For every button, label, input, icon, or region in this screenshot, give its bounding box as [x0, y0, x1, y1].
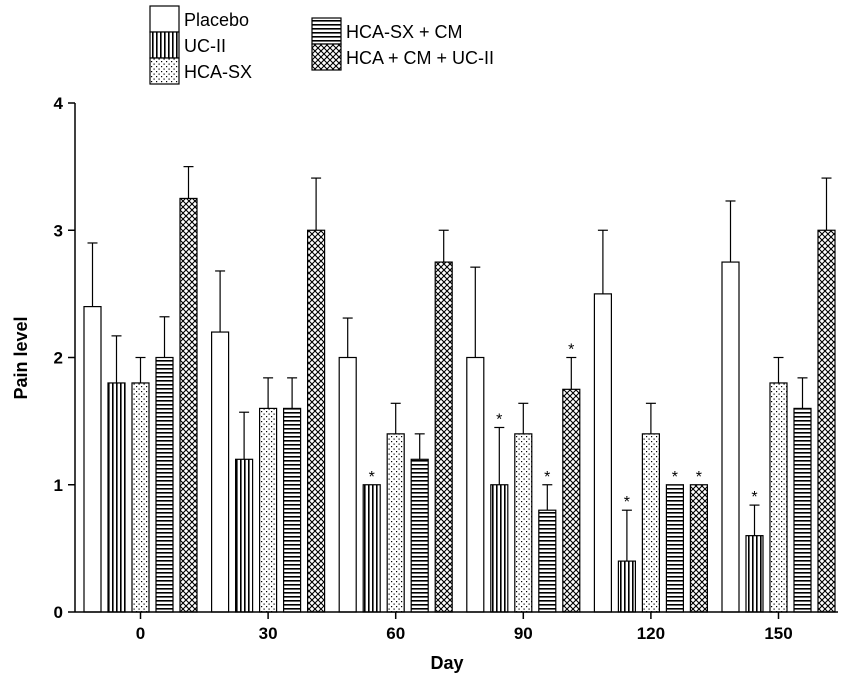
significance-marker: *	[544, 469, 550, 486]
bar-hca-sx-day-90	[514, 433, 533, 613]
legend-label-hca-cm-uc-ii: HCA + CM + UC-II	[346, 48, 494, 68]
bar-hca-cm-uc-ii-day-120	[689, 484, 709, 613]
legend-label-hca-sx-cm: HCA-SX + CM	[346, 22, 463, 42]
y-axis-title: Pain level	[11, 316, 31, 399]
bar-hca-cm-uc-ii-day-60	[434, 261, 453, 613]
bar-hca-sx-cm-day-60	[410, 458, 429, 613]
legend-swatch-uc-ii	[149, 31, 180, 59]
x-tick-label: 90	[514, 624, 533, 643]
chart-axes: 0 1 2 3 4 0 30 60 90 120 150	[54, 94, 838, 643]
bar-hca-sx-day-120	[641, 433, 661, 613]
bar-hca-cm-uc-ii-day-0	[179, 197, 198, 613]
bar-hca-sx-cm-day-0	[155, 356, 174, 613]
significance-marker: *	[624, 494, 630, 511]
legend-label-hca-sx: HCA-SX	[184, 62, 252, 82]
significance-marker: *	[568, 342, 574, 359]
significance-marker: *	[751, 489, 757, 506]
bar-placebo-day-30	[211, 331, 230, 613]
x-tick-label: 150	[764, 624, 792, 643]
bar-hca-sx-cm-day-30	[283, 407, 302, 613]
y-tick-label: 0	[54, 603, 63, 622]
bar-hca-sx-day-0	[131, 382, 150, 613]
y-tick-label: 3	[54, 221, 63, 240]
y-tick-label: 1	[54, 476, 63, 495]
bar-hca-cm-uc-ii-day-150	[817, 229, 836, 613]
legend-swatch-hca-sx-cm	[311, 17, 342, 45]
chart-legend: Placebo UC-II HCA-SX HCA-SX + CM HCA + CM + …	[149, 5, 494, 85]
bar-placebo-day-0	[83, 306, 102, 613]
bar-placebo-day-90	[466, 356, 485, 613]
bar-uc-ii-day-150	[745, 535, 764, 613]
y-tick-label: 4	[54, 94, 64, 113]
legend-label-uc-ii: UC-II	[184, 36, 226, 56]
significance-marker: *	[496, 411, 502, 428]
bar-series-group: * * * * * * * *	[83, 166, 836, 613]
bar-placebo-day-60	[338, 356, 357, 613]
bar-hca-sx-cm-day-90	[538, 509, 557, 613]
bar-uc-ii-day-0	[107, 382, 126, 613]
significance-marker: *	[672, 469, 678, 486]
bar-uc-ii-day-120	[617, 560, 637, 613]
significance-marker: *	[369, 469, 375, 486]
bar-hca-sx-day-60	[386, 433, 405, 613]
bar-placebo-day-150	[721, 261, 740, 613]
bar-hca-sx-day-150	[769, 382, 788, 613]
x-tick-label: 30	[259, 624, 278, 643]
x-tick-label: 60	[386, 624, 405, 643]
legend-label-placebo: Placebo	[184, 10, 249, 30]
bar-placebo-day-120	[593, 293, 613, 613]
bar-hca-cm-uc-ii-day-90	[562, 388, 581, 613]
bar-uc-ii-day-90	[490, 484, 509, 613]
legend-swatch-placebo	[149, 5, 180, 33]
bar-hca-sx-day-30	[259, 407, 278, 613]
bar-hca-cm-uc-ii-day-30	[307, 229, 326, 613]
bar-hca-sx-cm-day-120	[665, 484, 685, 613]
significance-marker: *	[696, 469, 702, 486]
x-axis-title: Day	[430, 653, 463, 673]
y-tick-label: 2	[54, 349, 63, 368]
bar-uc-ii-day-30	[235, 458, 254, 613]
legend-swatch-hca-cm-uc-ii	[311, 43, 342, 71]
bar-uc-ii-day-60	[362, 484, 381, 613]
x-tick-label: 120	[637, 624, 665, 643]
legend-swatch-hca-sx	[149, 57, 180, 85]
bar-hca-sx-cm-day-150	[793, 407, 812, 613]
x-tick-label: 0	[136, 624, 145, 643]
